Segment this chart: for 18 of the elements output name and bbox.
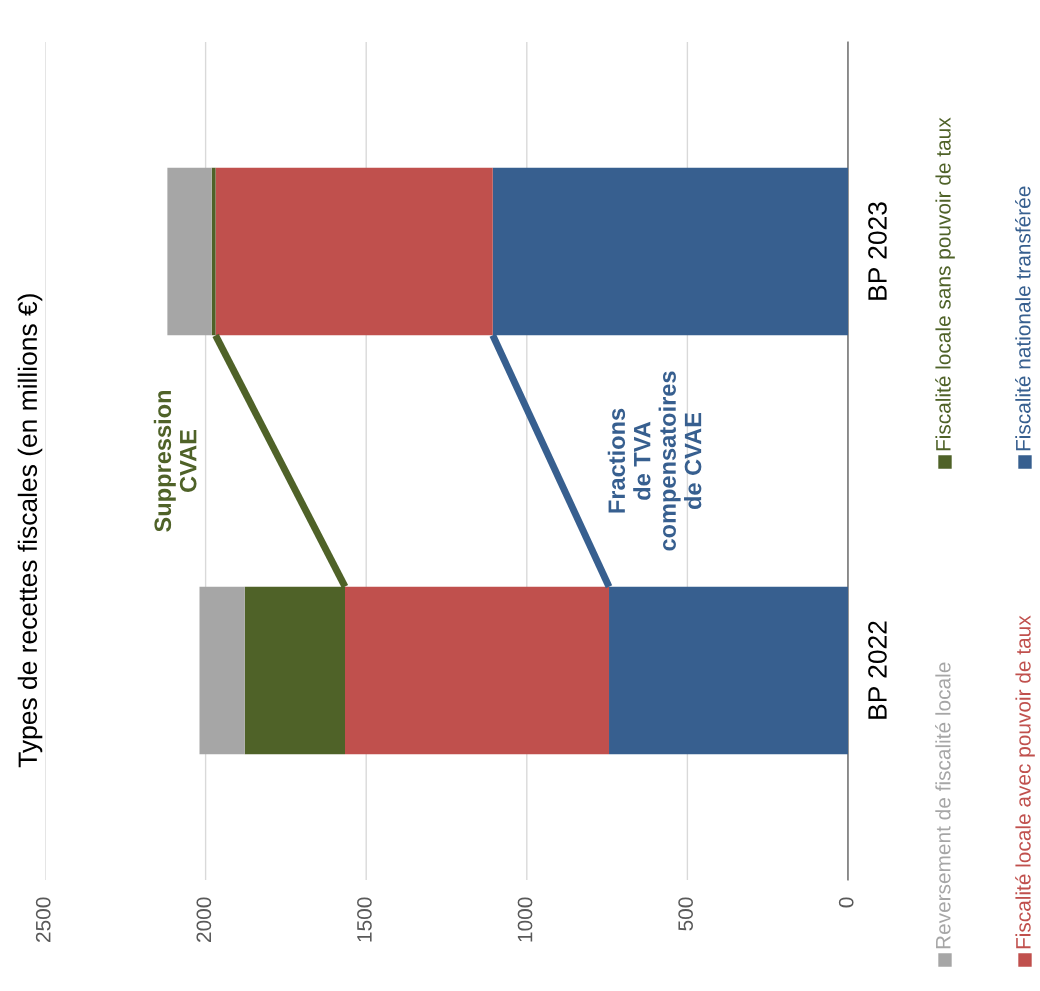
text: Fiscalité nationale transférée bbox=[1015, 186, 1031, 451]
bar bbox=[345, 586, 610, 755]
bar bbox=[215, 167, 493, 336]
text: Reversement de fiscalité locale bbox=[935, 662, 951, 949]
x-tick-label: 0 bbox=[838, 897, 854, 908]
bar bbox=[167, 167, 212, 336]
annotation: Suppression CVAE bbox=[153, 390, 197, 532]
y-tick-label: BP 2022 bbox=[868, 621, 887, 719]
text: Types de recettes fiscales (en millions €) bbox=[17, 294, 43, 768]
x-tick-label: 1500 bbox=[357, 897, 372, 942]
y-tick-label: BP 2023 bbox=[868, 202, 887, 300]
x-tick-label: 1000 bbox=[517, 897, 533, 942]
text: Fiscalité locale avec pouvoir de taux bbox=[1015, 615, 1035, 949]
x-tick-label: 2000 bbox=[196, 897, 212, 942]
x-tick-label: 500 bbox=[678, 897, 693, 931]
text: Fiscalité locale sans pouvoir de taux bbox=[935, 117, 955, 451]
x-tick-label: 2500 bbox=[35, 897, 51, 942]
annotation: Fractions de TVA compensatoires de CVAE bbox=[607, 371, 702, 551]
